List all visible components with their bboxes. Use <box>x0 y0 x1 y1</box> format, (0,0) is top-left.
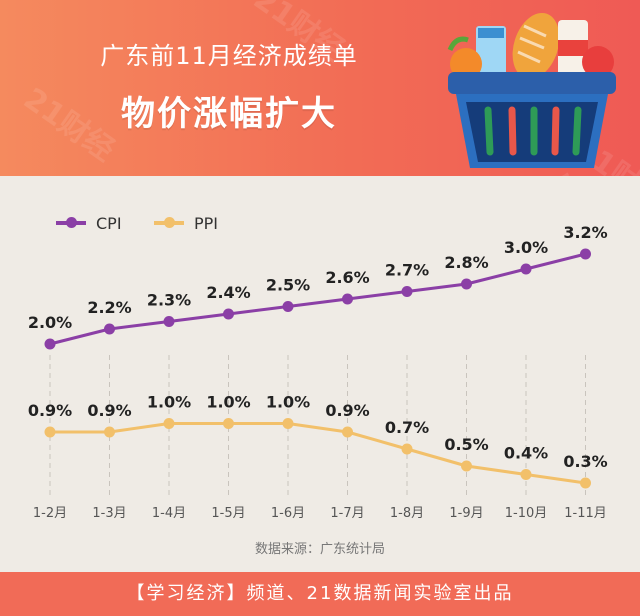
chart-area <box>0 176 640 570</box>
data-point-ppi <box>401 443 413 455</box>
data-label-cpi: 2.7% <box>385 261 429 280</box>
data-point-ppi <box>520 469 532 480</box>
x-tick-label: 1-6月 <box>271 506 305 521</box>
data-label-cpi: 2.3% <box>147 291 191 310</box>
data-label-ppi: 1.0% <box>266 393 310 412</box>
legend-label-ppi: PPI <box>194 213 219 233</box>
shopping-basket-icon <box>447 12 616 168</box>
data-point-cpi <box>461 278 472 290</box>
legend-swatch-ppi <box>154 217 184 228</box>
series-line-cpi <box>49 252 586 346</box>
data-point-ppi <box>580 477 591 489</box>
x-tick-label: 1-5月 <box>211 506 245 521</box>
data-point-cpi <box>104 323 115 335</box>
x-tick-label: 1-4月 <box>152 506 186 521</box>
data-point-ppi <box>223 418 234 429</box>
data-point-ppi <box>342 426 353 438</box>
data-label-cpi: 2.8% <box>444 253 488 272</box>
data-point-cpi <box>342 293 353 305</box>
data-point-cpi <box>401 286 413 297</box>
data-source: 数据来源：广东统计局 <box>254 542 385 557</box>
data-label-ppi: 0.4% <box>504 444 548 463</box>
data-label-cpi: 2.4% <box>206 283 250 302</box>
series-line-ppi <box>50 422 586 485</box>
x-tick-label: 1-2月 <box>33 506 67 521</box>
data-label-ppi: 0.7% <box>385 418 429 437</box>
page-title: 广东前11月经济成绩单 <box>100 42 358 70</box>
data-label-cpi: 3.2% <box>563 223 607 242</box>
legend-item-ppi: PPI <box>154 210 218 236</box>
data-point-cpi <box>580 248 591 260</box>
data-label-cpi: 2.5% <box>266 276 310 295</box>
data-label-cpi: 3.0% <box>504 238 548 257</box>
x-tick-label: 1-8月 <box>390 506 424 521</box>
x-tick-label: 1-11月 <box>564 506 607 521</box>
legend-item-cpi: CPI <box>56 210 122 236</box>
data-point-ppi <box>163 418 175 429</box>
header-banner: 21财经 21财经 21财经 广东前11月经济成绩单 物价涨幅扩大 <box>0 0 640 176</box>
x-tick-label: 1-9月 <box>449 506 483 521</box>
data-label-cpi: 2.6% <box>325 268 369 287</box>
x-tick-label: 1-7月 <box>330 506 364 521</box>
data-label-ppi: 0.9% <box>28 401 72 420</box>
page-subtitle: 物价涨幅扩大 <box>121 94 337 134</box>
data-label-ppi: 0.9% <box>325 401 369 420</box>
data-point-cpi <box>223 308 234 320</box>
data-point-cpi <box>520 263 532 275</box>
data-label-ppi: 0.9% <box>87 401 131 420</box>
footer-banner: 【学习经济】频道、21数据新闻实验室出品 <box>0 572 640 616</box>
data-point-ppi <box>282 418 294 429</box>
data-point-cpi <box>163 316 175 327</box>
data-point-ppi <box>44 426 56 438</box>
data-point-ppi <box>104 426 115 438</box>
legend-label-cpi: CPI <box>96 213 122 233</box>
data-point-ppi <box>461 460 472 472</box>
data-label-cpi: 2.2% <box>87 298 131 317</box>
x-tick-label: 1-10月 <box>505 506 548 521</box>
data-label-ppi: 1.0% <box>206 393 250 412</box>
data-label-cpi: 2.0% <box>28 313 72 332</box>
legend-swatch-cpi <box>56 217 86 228</box>
x-tick-label: 1-3月 <box>92 506 126 521</box>
data-label-ppi: 0.3% <box>563 452 607 471</box>
data-label-ppi: 1.0% <box>147 393 191 412</box>
data-point-cpi <box>44 338 56 350</box>
data-label-ppi: 0.5% <box>444 435 488 454</box>
data-point-cpi <box>282 301 294 312</box>
